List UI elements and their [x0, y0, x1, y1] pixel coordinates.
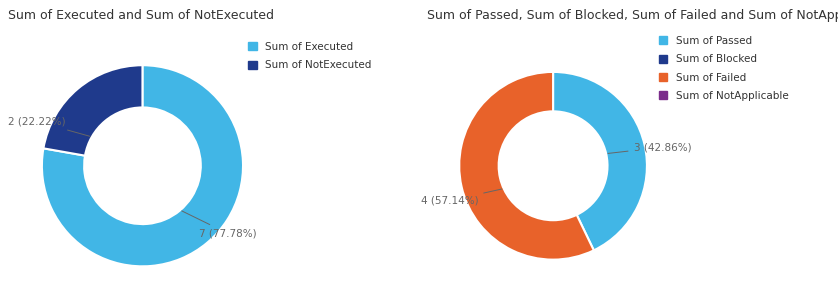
Legend: Sum of Executed, Sum of NotExecuted: Sum of Executed, Sum of NotExecuted	[248, 42, 371, 70]
Text: 7 (77.78%): 7 (77.78%)	[182, 211, 257, 239]
Wedge shape	[42, 65, 243, 266]
Wedge shape	[459, 72, 594, 260]
Wedge shape	[44, 65, 142, 156]
Text: 4 (57.14%): 4 (57.14%)	[421, 189, 502, 206]
Text: 3 (42.86%): 3 (42.86%)	[608, 142, 691, 154]
Text: Sum of Passed, Sum of Blocked, Sum of Failed and Sum of NotApplicable: Sum of Passed, Sum of Blocked, Sum of Fa…	[427, 9, 838, 22]
Legend: Sum of Passed, Sum of Blocked, Sum of Failed, Sum of NotApplicable: Sum of Passed, Sum of Blocked, Sum of Fa…	[659, 36, 789, 101]
Text: Sum of Executed and Sum of NotExecuted: Sum of Executed and Sum of NotExecuted	[8, 9, 274, 22]
Wedge shape	[553, 72, 647, 250]
Text: 2 (22.22%): 2 (22.22%)	[8, 117, 91, 136]
